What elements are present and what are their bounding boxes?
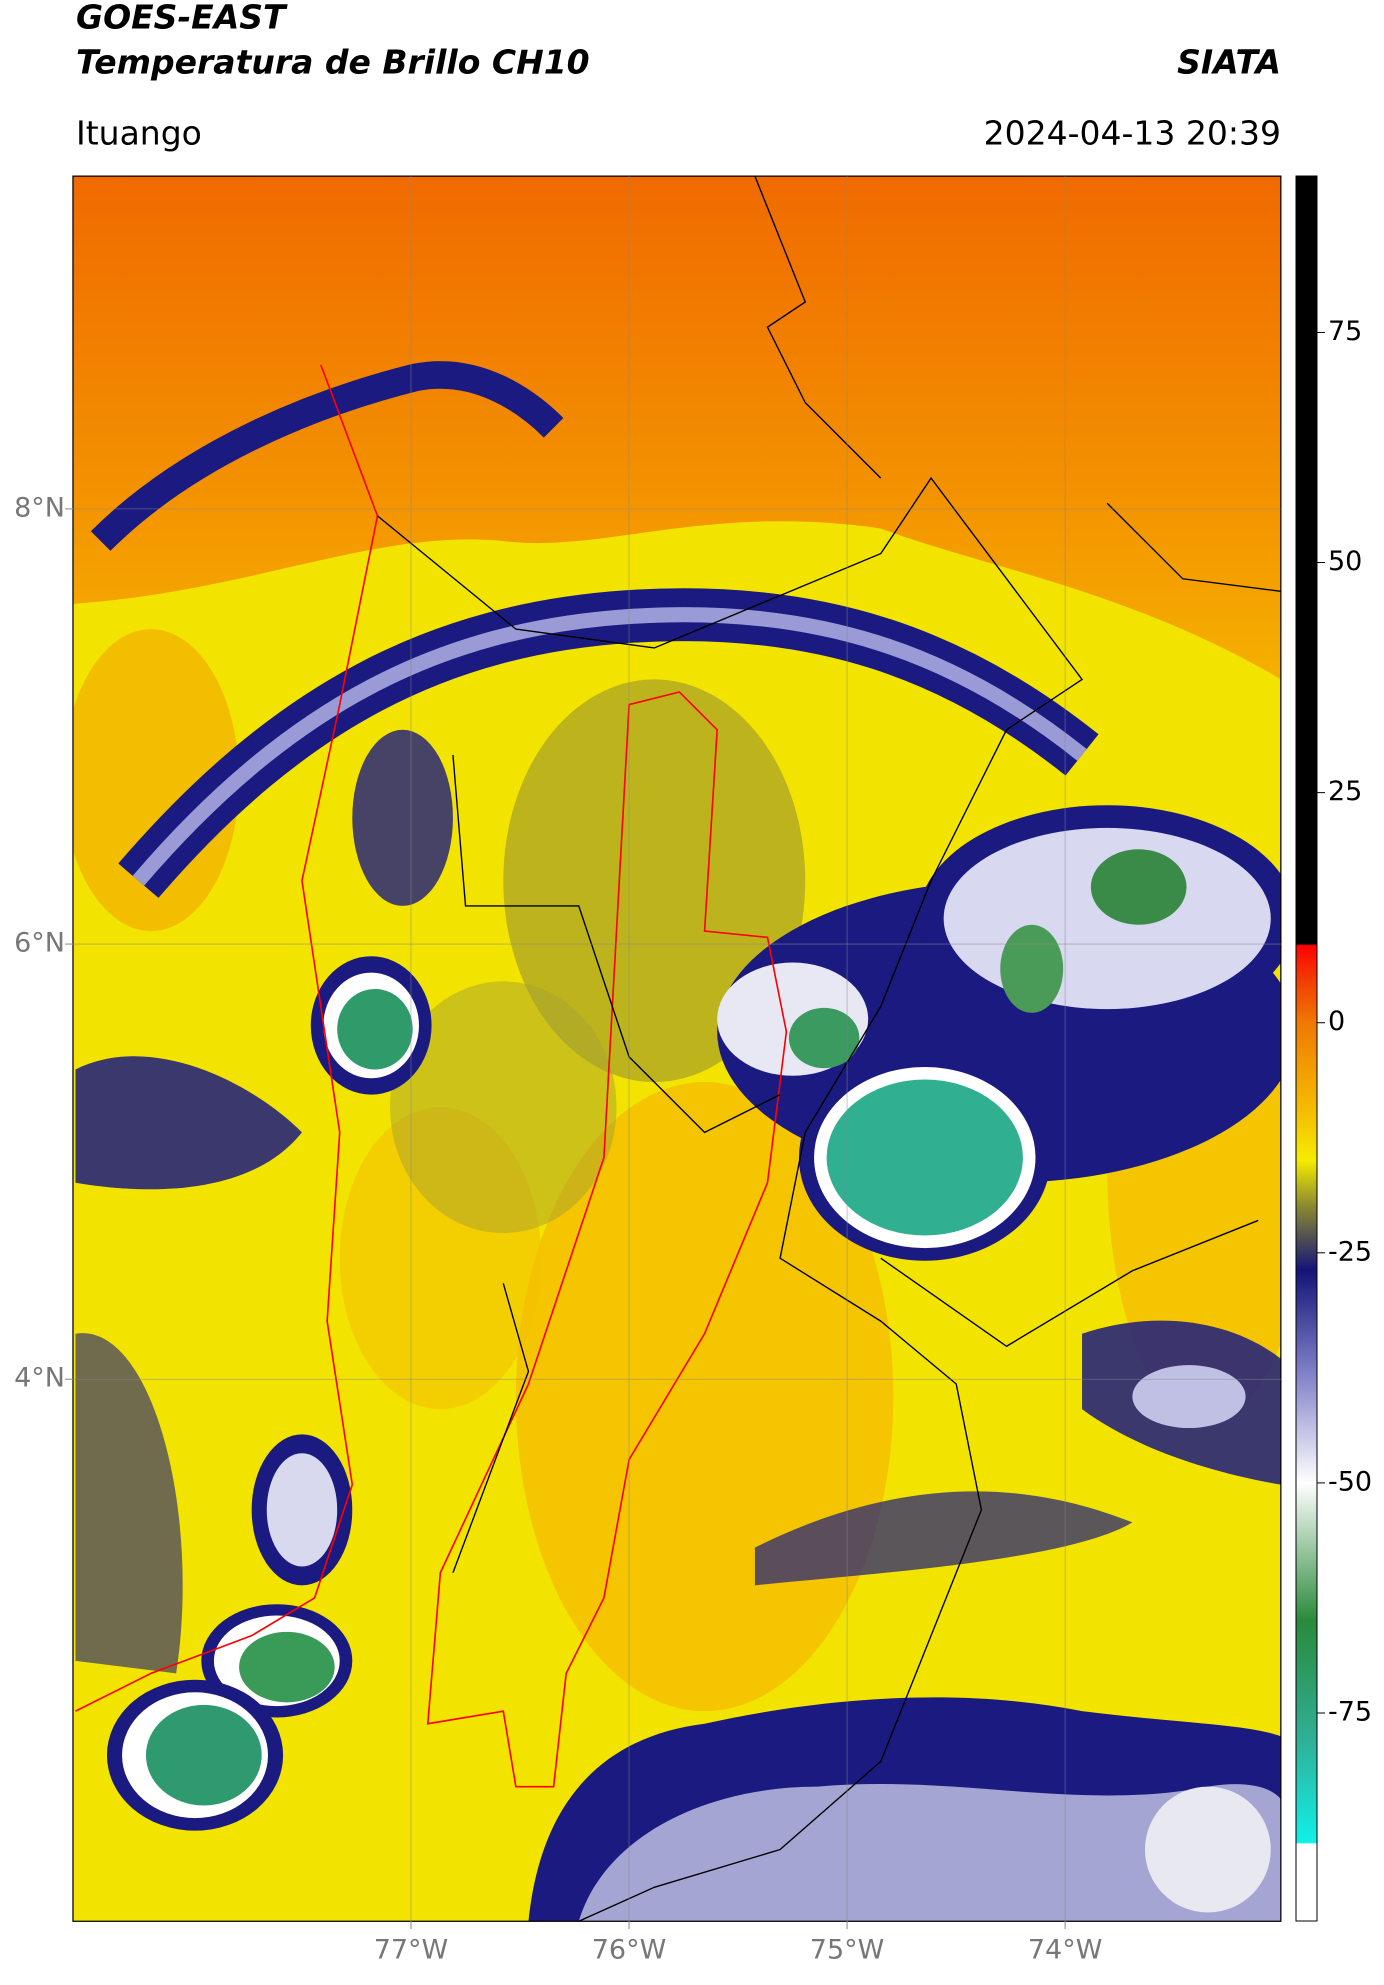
colorbar-tick-label: 25 [1328,776,1362,807]
overlay: 77°W 76°W 75°W 74°W 8°N 6°N 4°N 75 50 25 0 -25 -50 -7… [14,176,1372,1966]
subtitle: Temperatura de Brillo CH10 [76,43,590,82]
y-tick-label: 4°N [14,1363,65,1394]
y-tick-label: 8°N [14,492,65,523]
colorbar-tick-label: 0 [1328,1006,1345,1037]
location: Ituango [76,114,202,153]
x-tick-label: 74°W [1028,1935,1103,1966]
colorbar-tick-label: 75 [1328,316,1362,347]
colorbar [1295,175,1318,1922]
colorbar-tick-label: 50 [1328,546,1362,577]
x-tick-label: 77°W [374,1935,449,1966]
agency: SIATA [1177,43,1281,82]
x-tick-label: 76°W [592,1935,667,1966]
y-tick-label: 6°N [14,928,65,959]
imagery [72,175,1282,1922]
title: GOES-EAST [76,0,288,37]
x-tick-label: 75°W [810,1935,885,1966]
datetime: 2024-04-13 20:39 [984,114,1281,153]
colorbar-tick-label: -50 [1328,1466,1372,1497]
colorbar-tick-label: -25 [1328,1236,1372,1267]
colorbar-tick-label: -75 [1328,1696,1372,1727]
